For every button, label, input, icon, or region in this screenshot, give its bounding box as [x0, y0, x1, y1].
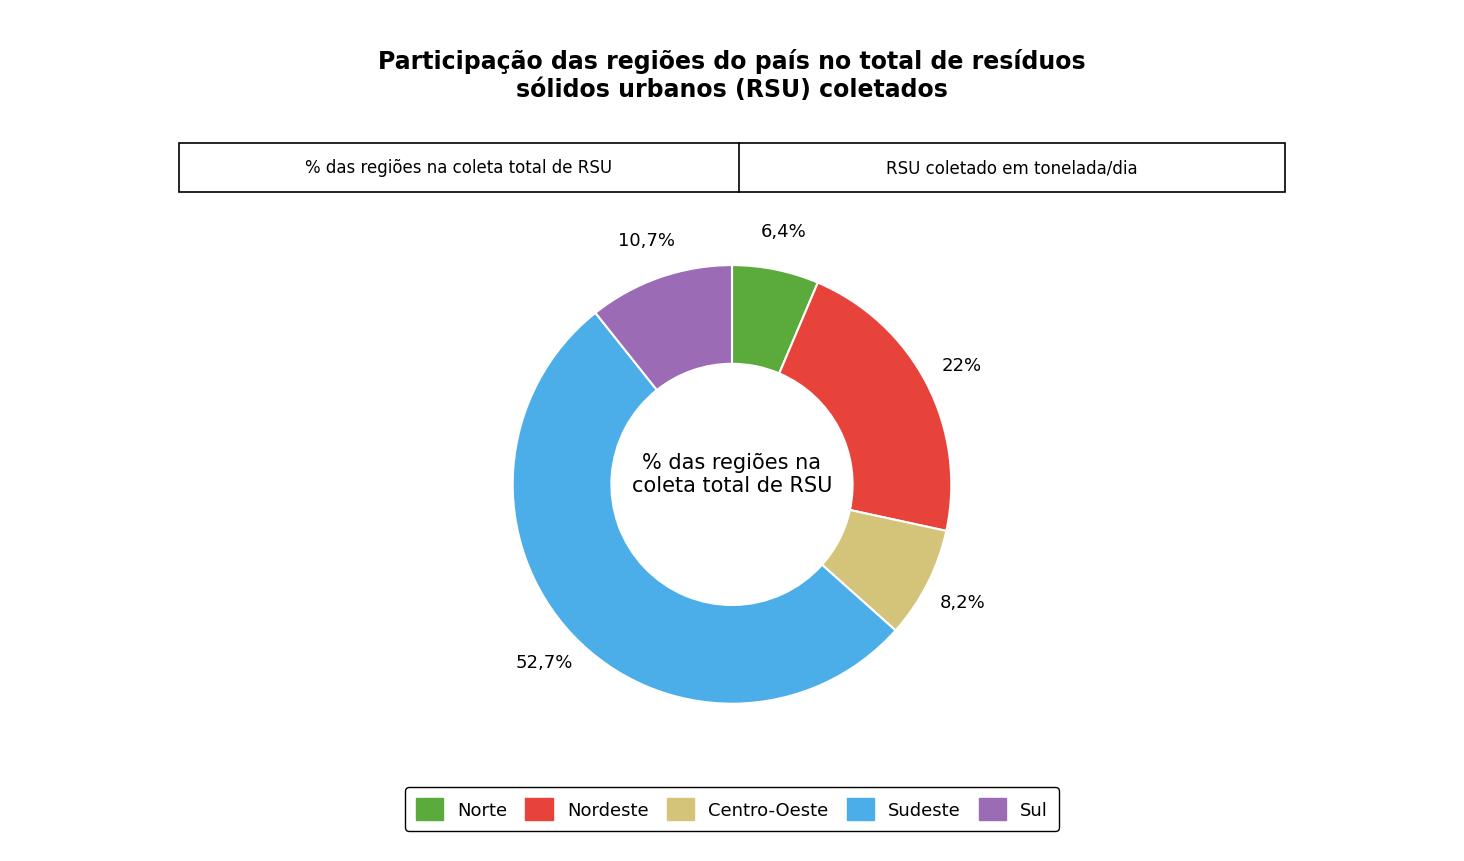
Text: Participação das regiões do país no total de resíduos
sólidos urbanos (RSU) cole: Participação das regiões do país no tota…: [378, 49, 1086, 102]
Text: 22%: 22%: [941, 357, 982, 375]
Bar: [179, 144, 1285, 193]
Text: 10,7%: 10,7%: [618, 232, 675, 250]
Wedge shape: [779, 283, 952, 531]
Text: 52,7%: 52,7%: [515, 653, 572, 672]
Text: 8,2%: 8,2%: [940, 593, 985, 611]
Wedge shape: [512, 313, 896, 704]
Legend: Norte, Nordeste, Centro-Oeste, Sudeste, Sul: Norte, Nordeste, Centro-Oeste, Sudeste, …: [406, 787, 1058, 831]
Text: % das regiões na coleta total de RSU: % das regiões na coleta total de RSU: [305, 159, 612, 177]
Text: % das regiões na
coleta total de RSU: % das regiões na coleta total de RSU: [632, 452, 832, 495]
Wedge shape: [732, 266, 818, 374]
Wedge shape: [596, 266, 732, 391]
Wedge shape: [821, 511, 946, 631]
Text: 6,4%: 6,4%: [761, 223, 807, 240]
Text: RSU coletado em tonelada/dia: RSU coletado em tonelada/dia: [886, 159, 1138, 177]
